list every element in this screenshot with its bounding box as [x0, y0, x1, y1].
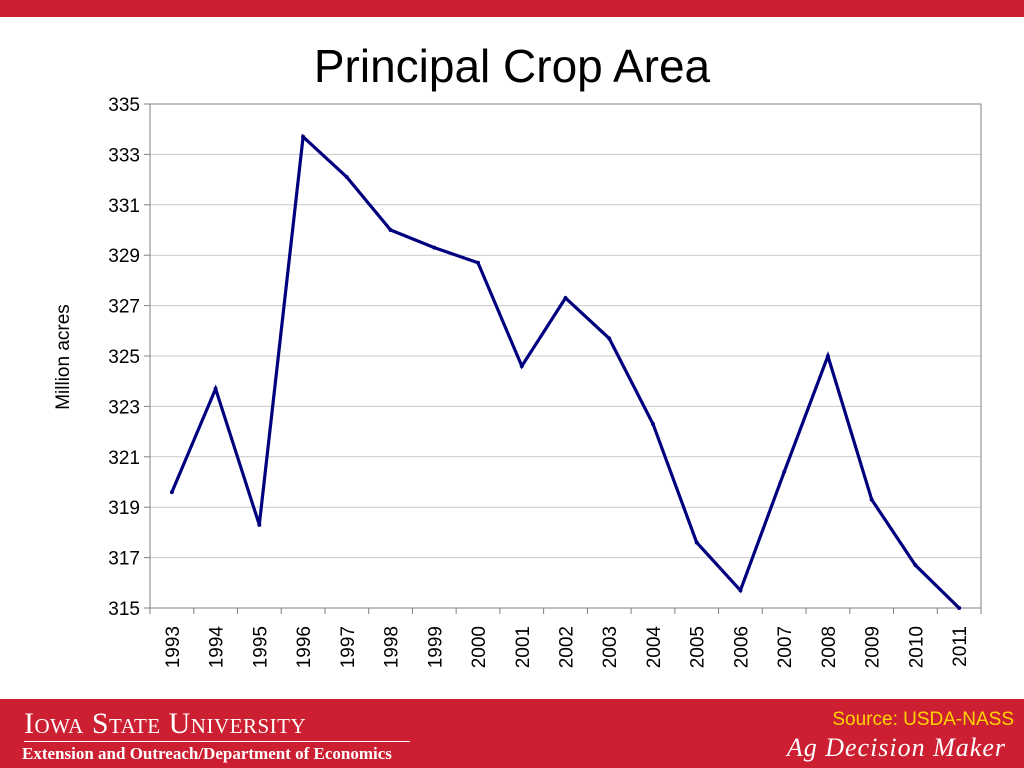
- x-tick-label: 2005: [688, 626, 709, 668]
- data-point: [301, 134, 306, 139]
- data-point: [607, 336, 612, 341]
- data-point: [694, 540, 699, 545]
- y-axis-ticks: 335 333 331 329 327 325 323 321 319 317 315: [108, 95, 150, 620]
- brand-name: Ag Decision Maker: [786, 733, 1006, 762]
- y-tick-label: 323: [108, 397, 140, 418]
- x-tick-label: 2004: [644, 626, 665, 669]
- x-tick-label: 2008: [819, 626, 840, 668]
- x-tick-label: 2006: [731, 626, 752, 668]
- data-point: [738, 588, 743, 593]
- x-tick-label: 2002: [557, 626, 578, 668]
- x-tick-label: 2000: [469, 626, 490, 668]
- data-point: [825, 354, 830, 358]
- y-tick-label: 329: [108, 246, 140, 267]
- x-tick-label: 1995: [250, 626, 271, 668]
- y-tick-label: 331: [108, 196, 140, 217]
- x-tick-label: 2001: [513, 626, 534, 668]
- y-tick-label: 333: [108, 145, 140, 166]
- university-logo-text: Iowa State University: [24, 707, 307, 740]
- footer-bar: Iowa State University Extension and Outr…: [0, 699, 1024, 768]
- data-point: [344, 175, 349, 180]
- x-tick-label: 2010: [906, 626, 927, 668]
- source-note: Source: USDA-NASS: [832, 709, 1014, 730]
- chart-title: Principal Crop Area: [313, 40, 711, 92]
- x-tick-label: 1999: [425, 626, 446, 668]
- x-tick-label: 1993: [163, 626, 184, 668]
- y-tick-label: 319: [108, 498, 140, 519]
- gridlines: [150, 153, 981, 559]
- y-tick-label: 321: [108, 448, 140, 469]
- y-tick-label: 325: [108, 347, 140, 368]
- x-axis-ticks: 1993 1994 1995 1996 1997 1998 1999 2000 2001 2002…: [149, 608, 982, 669]
- x-tick-label: 1996: [294, 626, 315, 668]
- top-accent-bar: [0, 0, 1024, 17]
- department-name: Extension and Outreach/Department of Eco…: [22, 744, 392, 763]
- data-point: [563, 296, 568, 301]
- x-tick-label: 1998: [382, 626, 403, 668]
- data-point: [257, 522, 262, 527]
- data-point: [869, 497, 874, 502]
- x-tick-label: 1994: [207, 626, 228, 669]
- data-point: [169, 490, 174, 495]
- x-tick-label: 2003: [600, 626, 621, 668]
- data-point: [650, 422, 655, 427]
- x-tick-label: 2007: [775, 626, 796, 668]
- data-point: [388, 228, 393, 232]
- y-tick-label: 327: [108, 297, 140, 318]
- x-tick-label: 2011: [950, 626, 971, 667]
- x-tick-label: 2009: [863, 626, 884, 668]
- series-line: [170, 133, 961, 610]
- x-tick-label: 1997: [338, 626, 359, 668]
- y-tick-label: 315: [108, 599, 140, 620]
- y-tick-label: 317: [108, 549, 140, 570]
- logo-underline: [24, 741, 410, 742]
- data-point: [957, 606, 962, 610]
- data-point: [519, 364, 524, 369]
- data-point: [432, 245, 437, 250]
- data-points: [169, 134, 962, 610]
- data-point: [782, 469, 787, 474]
- data-point: [913, 563, 918, 568]
- data-point: [476, 260, 481, 265]
- y-tick-label: 335: [108, 95, 140, 116]
- data-point: [213, 386, 218, 391]
